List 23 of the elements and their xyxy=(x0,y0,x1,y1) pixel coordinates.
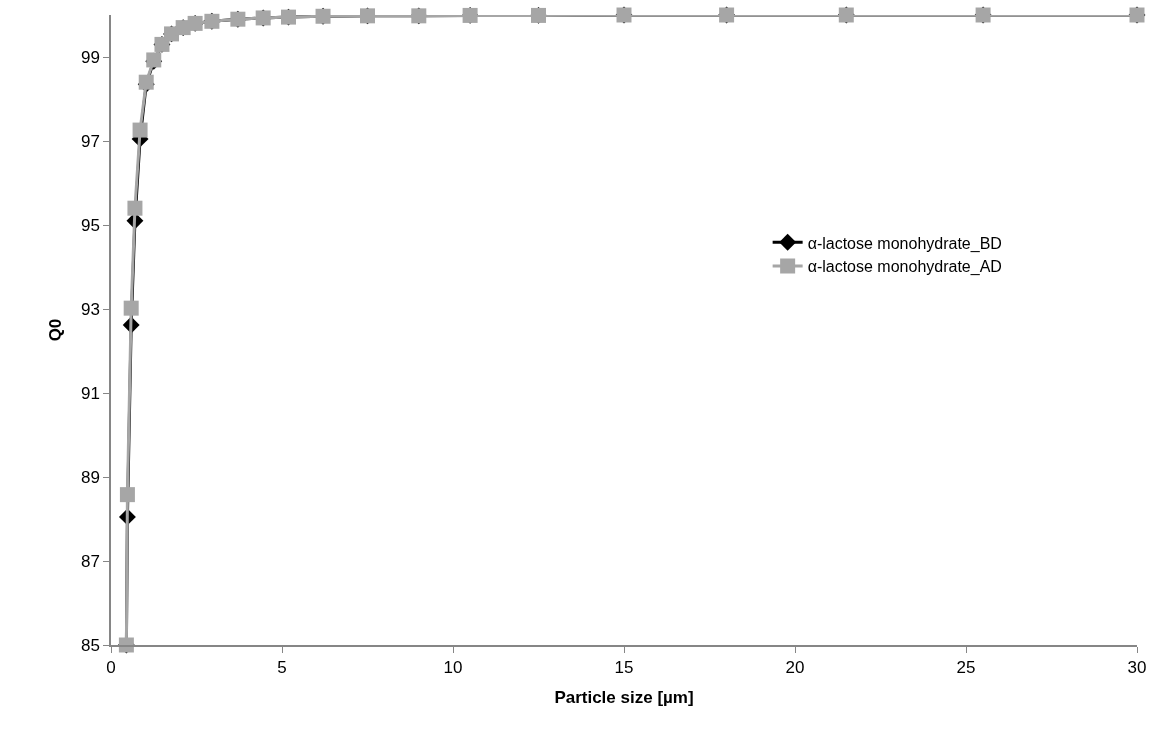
x-tick-label: 0 xyxy=(106,658,116,678)
y-tick-label: 85 xyxy=(80,635,100,655)
point xyxy=(132,122,148,138)
y-tick-label: 95 xyxy=(80,215,100,235)
y-tick-label: 97 xyxy=(80,131,100,151)
x-tick-label: 10 xyxy=(443,658,463,678)
y-axis-title: Q0 xyxy=(45,318,65,342)
y-tick-label: 91 xyxy=(80,383,100,403)
x-tick-label: 20 xyxy=(785,658,805,678)
point xyxy=(119,487,135,503)
x-tick-label: 25 xyxy=(956,658,976,678)
y-tick-label: 87 xyxy=(80,551,100,571)
legend-label: α-lactose monohydrate_BD xyxy=(807,234,1002,253)
y-tick-label: 89 xyxy=(80,467,100,487)
x-tick-label: 30 xyxy=(1127,658,1147,678)
x-tick-label: 15 xyxy=(614,658,634,678)
x-tick-label: 5 xyxy=(277,658,287,678)
point xyxy=(127,200,143,216)
x-axis-title: Particle size [µm] xyxy=(554,688,694,708)
legend-label: α-lactose monohydrate_AD xyxy=(807,258,1002,277)
y-tick-label: 99 xyxy=(80,47,100,67)
y-tick-label: 93 xyxy=(80,299,100,319)
point xyxy=(123,300,139,316)
